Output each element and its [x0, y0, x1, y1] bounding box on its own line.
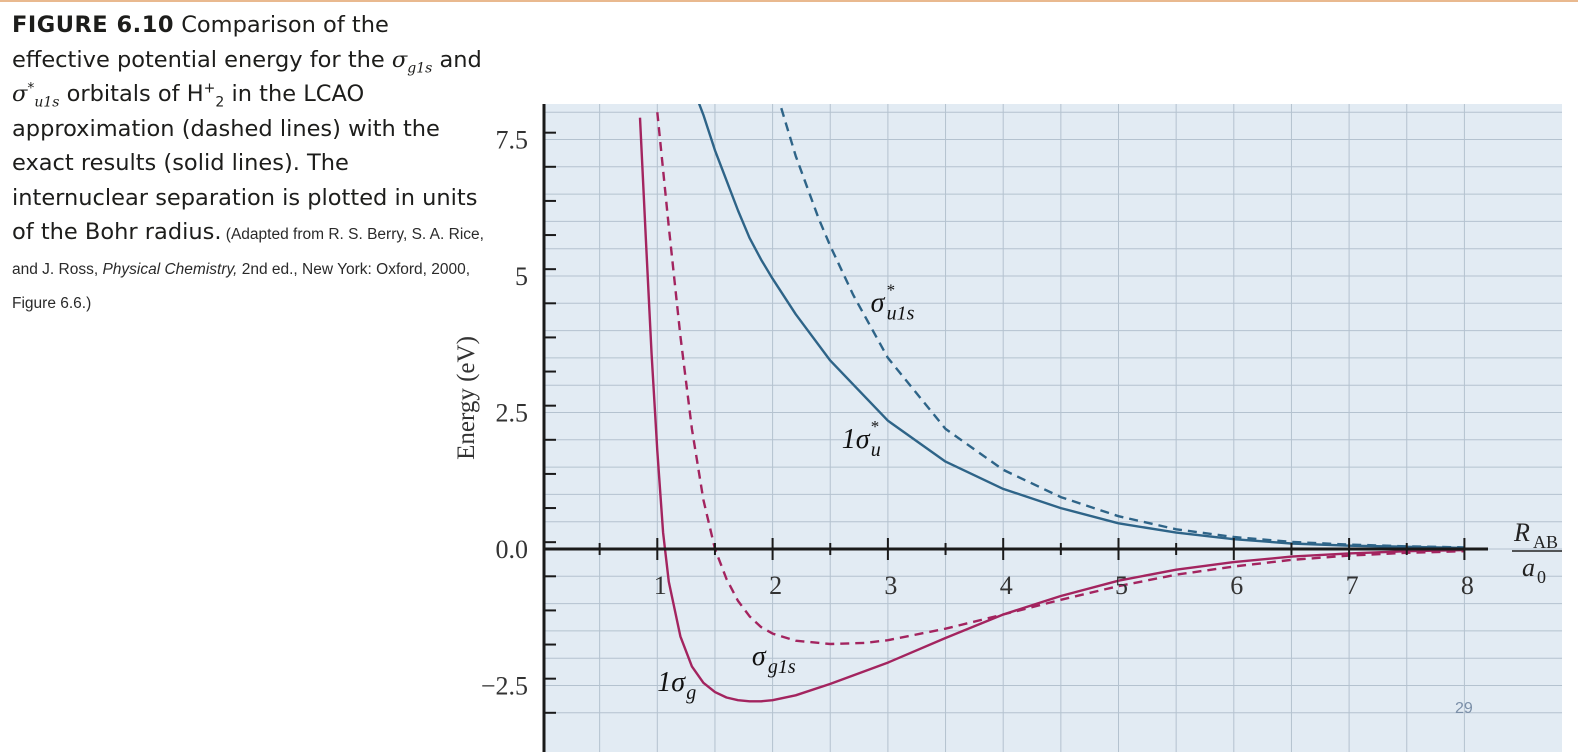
caption-sup-star: * [27, 80, 35, 97]
x-axis-label-numerator: R [1513, 518, 1530, 547]
x-tick-label: 2 [769, 571, 782, 600]
curve-label-sub: u1s [887, 302, 915, 324]
plot-panel [544, 104, 1562, 752]
x-tick-label: 5 [1115, 571, 1128, 600]
x-axis-label-subscript: AB [1533, 532, 1558, 552]
caption-sigma-g: σ [391, 46, 408, 73]
y-axis-label: Energy (eV) [453, 336, 480, 460]
caption-text-3: orbitals of H [59, 81, 204, 107]
series-line-2 [697, 104, 1465, 550]
x-tick-label: 3 [884, 571, 897, 600]
caption-sub-u1s: u1s [34, 94, 60, 111]
top-rule [0, 0, 1578, 2]
x-axis-label-denominator-subscript: 0 [1537, 567, 1546, 587]
grid [544, 104, 1562, 752]
x-tick-label: 6 [1230, 571, 1243, 600]
caption-text-4: in the LCAO approximation (dashed lines)… [12, 81, 478, 245]
x-tick-label: 4 [1000, 571, 1013, 600]
y-tick-label: 7.5 [496, 126, 529, 155]
y-tick-label: 5 [515, 262, 528, 291]
x-tick-label: 7 [1346, 571, 1359, 600]
figure-caption: FIGURE 6.10 Comparison of the effective … [12, 8, 492, 319]
curve-label-sub: u [871, 439, 881, 461]
curve-label-sub: g [686, 682, 696, 704]
series-line-3 [778, 104, 1465, 549]
curve-label-base: 1σ [842, 424, 871, 455]
caption-credit-b: 2nd ed., New York: Oxford, 2000, Figure … [12, 260, 471, 313]
curve-label-base: 1σ [657, 667, 686, 698]
series-line-0 [638, 117, 1465, 703]
series-layer [638, 104, 1465, 703]
curve-label-2: σ g1s [752, 641, 796, 678]
caption-sup-plus: + [203, 80, 216, 97]
curve-label-sub: g1s [768, 656, 796, 678]
page-number: 29 [1455, 700, 1473, 717]
caption-sub-g1s: g1s [407, 60, 433, 76]
caption-sigma-u: σ [12, 81, 28, 107]
axes [542, 104, 1488, 752]
caption-credit-a: (Adapted from R. S. Berry, S. A. Rice, a… [12, 226, 484, 278]
curve-label-1: 1σ * u [842, 417, 881, 461]
caption-sub-2: 2 [215, 94, 225, 111]
curve-label-sup: * [871, 417, 880, 436]
curve-label-base: σ [871, 287, 886, 318]
curve-label-base: σ [752, 641, 767, 672]
x-tick-label: 8 [1461, 571, 1474, 600]
caption-text-2: and [432, 46, 482, 73]
y-tick-label: 2.5 [496, 399, 529, 428]
x-tick-label: 1 [654, 571, 667, 600]
y-tick-label: 0.0 [496, 535, 529, 564]
y-tick-label: −2.5 [481, 672, 528, 701]
caption-text-1: Comparison of the effective potential en… [12, 12, 392, 73]
x-axis-label-denominator: a [1522, 553, 1535, 582]
caption-credit-italic: Physical Chemistry, [102, 260, 238, 278]
curve-label-sup: * [887, 280, 896, 299]
curve-label-0: σ * u1s [871, 280, 915, 324]
curve-label-3: 1σ g [657, 667, 696, 704]
figure-label: FIGURE 6.10 [12, 12, 175, 38]
series-line-1 [656, 112, 1465, 646]
